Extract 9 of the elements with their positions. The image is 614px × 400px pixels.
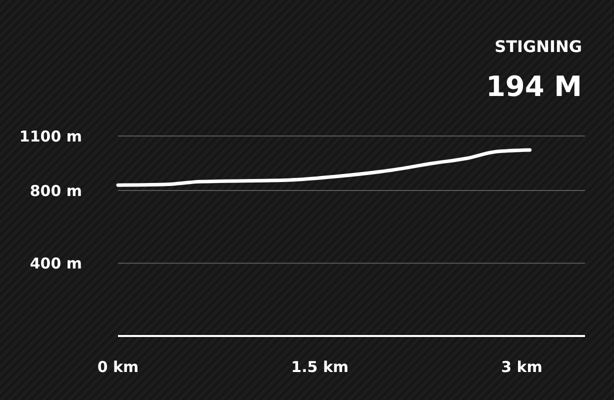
- x-tick-label: 0 km: [97, 358, 139, 376]
- y-tick-label: 1100 m: [19, 127, 82, 146]
- line-series: [116, 148, 532, 187]
- chart-subtitle: 194 M: [486, 70, 582, 103]
- chart-title: STIGNING: [494, 37, 582, 56]
- x-tick-label: 3 km: [501, 358, 542, 376]
- y-tick-label: 800 m: [30, 182, 82, 200]
- y-tick-label: 400 m: [30, 254, 82, 273]
- x-tick-label: 1.5 km: [291, 358, 349, 376]
